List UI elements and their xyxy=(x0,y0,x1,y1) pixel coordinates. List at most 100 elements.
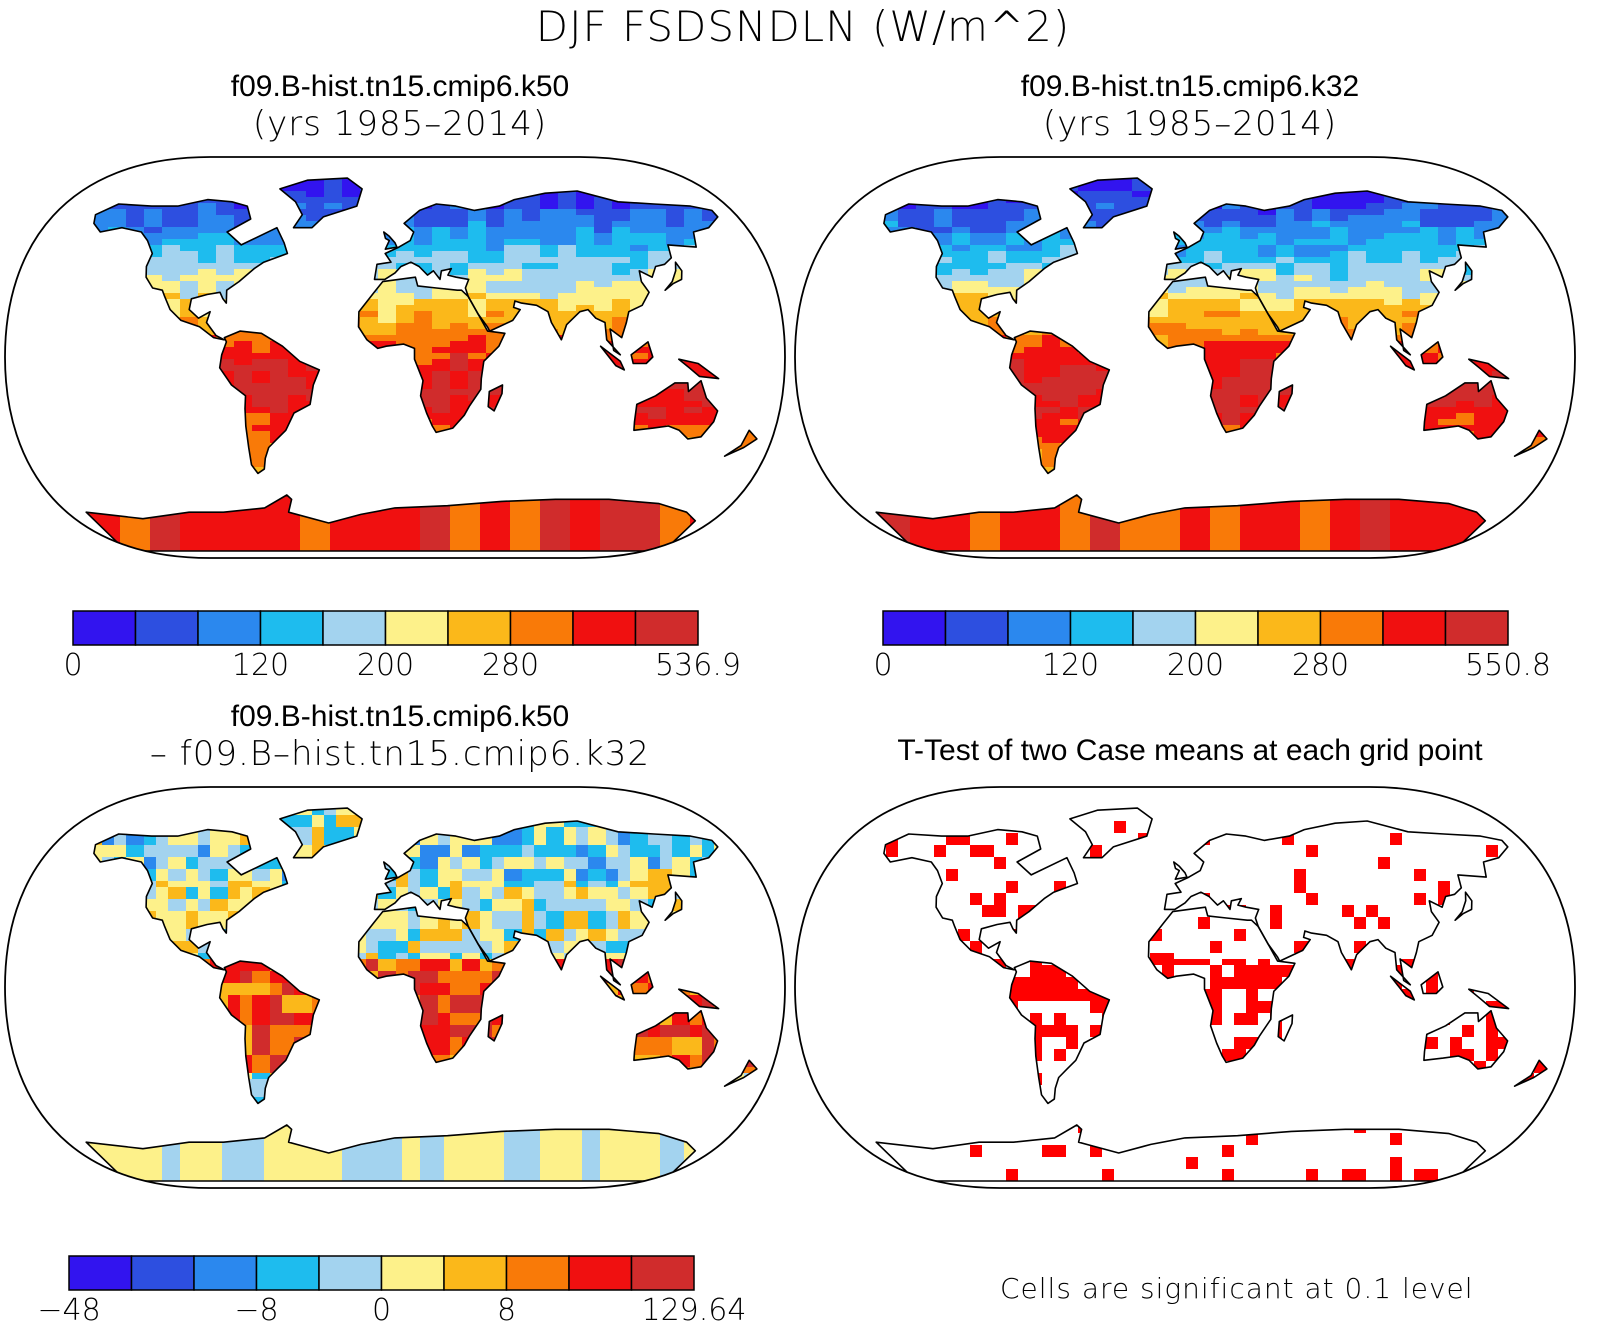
field-cell xyxy=(336,299,342,305)
field-cell xyxy=(606,317,612,323)
field-cell xyxy=(324,299,330,305)
field-cell xyxy=(402,269,408,275)
field-cell xyxy=(456,197,462,203)
field-cell xyxy=(156,257,162,263)
field-cell xyxy=(270,281,276,287)
field-cell xyxy=(426,293,432,299)
field-cell xyxy=(468,371,474,377)
field-cell xyxy=(594,359,600,365)
field-cell xyxy=(738,167,744,173)
field-cell xyxy=(330,203,336,209)
field-cell xyxy=(276,317,282,323)
field-cell xyxy=(192,347,198,353)
field-cell xyxy=(456,329,462,335)
field-cell xyxy=(270,353,276,359)
field-cell xyxy=(348,347,354,353)
field-cell xyxy=(492,359,498,365)
field-cell xyxy=(312,269,318,275)
field-cell xyxy=(86,311,90,317)
field-cell xyxy=(132,263,138,269)
field-cell xyxy=(468,365,474,371)
field-cell xyxy=(378,161,384,167)
field-cell xyxy=(642,263,648,269)
field-cell xyxy=(666,209,672,215)
field-cell xyxy=(456,191,462,197)
field-cell xyxy=(594,178,600,179)
field-cell xyxy=(744,311,750,317)
field-cell xyxy=(162,347,168,353)
field-cell xyxy=(570,167,576,173)
field-cell xyxy=(750,161,756,167)
field-cell xyxy=(78,257,84,263)
field-cell xyxy=(72,299,78,305)
field-cell xyxy=(708,365,714,371)
field-cell xyxy=(648,335,654,341)
field-cell xyxy=(252,299,258,305)
field-cell xyxy=(486,263,492,269)
field-cell xyxy=(270,209,276,215)
field-cell xyxy=(486,347,492,353)
field-cell xyxy=(642,293,648,299)
field-cell xyxy=(402,191,408,197)
field-cell xyxy=(558,251,564,257)
field-cell xyxy=(702,281,708,287)
field-cell xyxy=(264,269,270,275)
field-cell xyxy=(606,329,612,335)
field-cell xyxy=(294,233,300,239)
field-cell xyxy=(408,178,414,179)
field-cell xyxy=(48,275,54,281)
field-cell xyxy=(366,311,372,317)
field-cell xyxy=(276,335,282,341)
field-cell xyxy=(690,263,696,269)
field-cell xyxy=(42,311,48,317)
field-cell xyxy=(126,299,132,305)
field-cell xyxy=(42,377,48,383)
field-cell xyxy=(156,329,162,335)
field-cell xyxy=(594,299,600,305)
field-cell xyxy=(240,281,246,287)
field-cell xyxy=(630,178,636,179)
field-cell xyxy=(690,293,696,299)
field-cell xyxy=(126,305,132,311)
field-cell xyxy=(384,233,390,239)
field-cell xyxy=(546,191,552,197)
field-cell xyxy=(354,167,360,173)
field-cell xyxy=(678,227,684,233)
field-cell xyxy=(342,203,348,209)
field-cell xyxy=(324,317,330,323)
field-cell xyxy=(144,359,150,365)
field-cell xyxy=(330,299,336,305)
field-cell xyxy=(228,215,234,221)
field-cell xyxy=(474,341,480,347)
field-cell xyxy=(270,233,276,239)
field-cell xyxy=(306,347,312,353)
field-cell xyxy=(498,233,504,239)
field-cell xyxy=(510,155,516,161)
field-cell xyxy=(306,251,312,257)
field-cell xyxy=(654,335,660,341)
field-cell xyxy=(114,269,120,275)
field-cell xyxy=(96,377,102,383)
field-cell xyxy=(606,269,612,275)
field-cell xyxy=(198,323,204,329)
field-cell xyxy=(174,167,180,173)
field-cell xyxy=(414,323,420,329)
field-cell xyxy=(726,191,732,197)
field-cell xyxy=(306,269,312,275)
field-cell xyxy=(348,293,354,299)
field-cell xyxy=(480,329,486,335)
field-cell xyxy=(204,251,210,257)
field-cell xyxy=(414,178,420,179)
field-cell xyxy=(342,257,348,263)
field-cell xyxy=(750,257,756,263)
field-cell xyxy=(36,251,42,257)
field-cell xyxy=(492,155,498,161)
field-cell xyxy=(60,209,66,215)
field-cell xyxy=(684,329,690,335)
field-cell xyxy=(492,251,498,257)
field-cell xyxy=(630,227,636,233)
field-cell xyxy=(606,185,612,191)
field-cell xyxy=(6,203,12,209)
field-cell xyxy=(546,178,552,179)
field-cell xyxy=(720,329,726,335)
